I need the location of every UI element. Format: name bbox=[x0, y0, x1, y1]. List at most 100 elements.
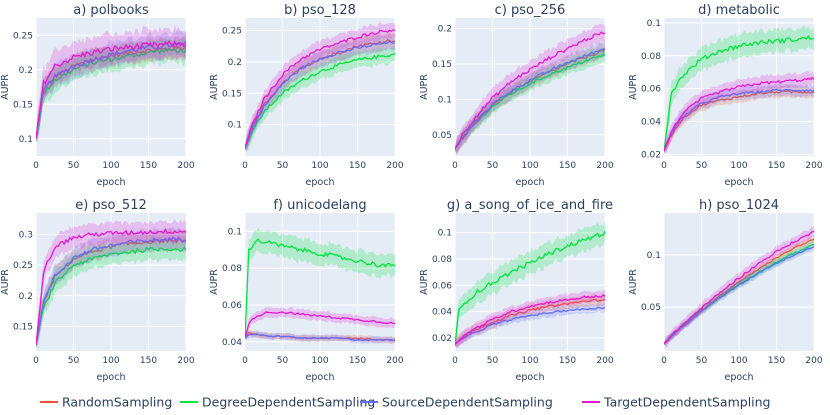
x-tick-label: 50 bbox=[277, 356, 289, 366]
band-randomsampling bbox=[455, 41, 605, 154]
y-tick-label: 0.15 bbox=[222, 89, 242, 99]
subplot-title: g) a_song_of_ice_and_fire bbox=[447, 198, 613, 213]
series-group bbox=[245, 227, 395, 344]
subplot-title: c) pso_256 bbox=[495, 3, 566, 18]
band-sourcedependentsampling bbox=[664, 243, 814, 346]
band-degreedependentsampling bbox=[455, 47, 605, 155]
line-degreedependentsampling bbox=[455, 230, 605, 345]
x-tick-label: 150 bbox=[349, 161, 366, 171]
line-sourcedependentsampling bbox=[36, 236, 186, 346]
band-sourcedependentsampling bbox=[455, 41, 605, 152]
x-tick-label: 50 bbox=[696, 161, 708, 171]
line-sourcedependentsampling bbox=[664, 88, 814, 152]
subplot-a-polbooks: 0 50 100 150 200 0.1 0.15 0.2 0.25 a) polbooks epo… bbox=[0, 3, 195, 188]
y-tick-label: 0.2 bbox=[438, 25, 452, 35]
series-group bbox=[245, 21, 395, 152]
subplot-title: h) pso_1024 bbox=[699, 198, 779, 213]
x-tick-label: 200 bbox=[386, 356, 403, 366]
x-tick-label: 200 bbox=[386, 161, 403, 171]
y-tick-label: 0.3 bbox=[19, 230, 33, 240]
y-tick-label: 0.1 bbox=[438, 95, 452, 105]
x-tick-label: 150 bbox=[768, 356, 785, 366]
x-tick-label: 200 bbox=[805, 161, 822, 171]
band-targetdependentsampling bbox=[245, 306, 395, 340]
line-degreedependentsampling bbox=[36, 47, 186, 139]
x-tick-label: 100 bbox=[730, 356, 747, 366]
y-tick-label: 0.04 bbox=[432, 308, 452, 318]
legend-item-targetdependentsampling: TargetDependentSampling bbox=[582, 395, 771, 410]
line-randomsampling bbox=[664, 90, 814, 152]
y-tick-label: 0.25 bbox=[13, 31, 33, 41]
line-targetdependentsampling bbox=[36, 40, 186, 139]
x-tick-label: 200 bbox=[177, 356, 194, 366]
legend-label: TargetDependentSampling bbox=[603, 395, 771, 410]
y-tick-label: 0.2 bbox=[19, 292, 33, 302]
y-axis-label: AUPR bbox=[628, 269, 639, 295]
x-tick-label: 50 bbox=[696, 356, 708, 366]
legend-label: RandomSampling bbox=[62, 395, 172, 410]
subplot-b-pso-128: 0 50 100 150 200 0.1 0.15 0.2 0.25 b) pso_128epoc… bbox=[209, 3, 404, 188]
band-sourcedependentsampling bbox=[664, 83, 814, 154]
y-tick-label: 0.06 bbox=[641, 85, 661, 95]
series-group bbox=[664, 25, 814, 154]
x-axis-label: epoch bbox=[516, 177, 545, 188]
x-tick-label: 0 bbox=[33, 161, 39, 171]
x-axis-label: epoch bbox=[97, 372, 126, 383]
y-axis-label: AUPR bbox=[209, 74, 220, 100]
y-axis-label: AUPR bbox=[0, 74, 11, 100]
subplot-title: a) polbooks bbox=[73, 3, 149, 18]
line-degreedependentsampling bbox=[36, 246, 186, 346]
subplot-title: d) metabolic bbox=[698, 3, 780, 18]
y-tick-label: 0.02 bbox=[641, 150, 661, 160]
legend-item-sourcedependentsampling: SourceDependentSampling bbox=[360, 395, 553, 410]
x-tick-label: 150 bbox=[349, 356, 366, 366]
line-sourcedependentsampling bbox=[245, 333, 395, 342]
x-axis-label: epoch bbox=[516, 372, 545, 383]
band-randomsampling bbox=[664, 84, 814, 154]
line-sourcedependentsampling bbox=[664, 246, 814, 345]
series-group bbox=[455, 23, 605, 156]
line-sourcedependentsampling bbox=[36, 40, 186, 139]
x-tick-label: 100 bbox=[311, 356, 328, 366]
subplot-g-a-song-of-ice-and-fire: 0 50 100 150 200 0.02 0.04 0.06 0.08 0.1 g) a_song… bbox=[419, 198, 614, 383]
band-sourcedependentsampling bbox=[455, 302, 605, 347]
subplot-d-metabolic: 0 50 100 150 200 0.02 0.04 0.06 0.08 0.1 d) metabo… bbox=[628, 3, 823, 188]
subplot-c-pso-256: 0 50 100 150 200 0.05 0.1 0.15 0.2 c) pso_256epoc… bbox=[419, 3, 614, 188]
x-axis-label: epoch bbox=[97, 177, 126, 188]
y-axis-label: AUPR bbox=[209, 269, 220, 295]
y-tick-label: 0.25 bbox=[222, 27, 242, 37]
series-group bbox=[455, 221, 605, 349]
y-tick-label: 0.1 bbox=[647, 19, 661, 29]
y-tick-label: 0.08 bbox=[641, 52, 661, 62]
y-tick-label: 0.1 bbox=[438, 229, 452, 239]
x-tick-label: 200 bbox=[596, 356, 613, 366]
y-tick-label: 0.2 bbox=[228, 58, 242, 68]
band-sourcedependentsampling bbox=[36, 30, 186, 142]
x-tick-label: 50 bbox=[487, 161, 499, 171]
band-randomsampling bbox=[455, 292, 605, 349]
y-tick-label: 0.15 bbox=[432, 60, 452, 70]
line-targetdependentsampling bbox=[36, 228, 186, 345]
x-tick-label: 50 bbox=[68, 356, 80, 366]
line-sourcedependentsampling bbox=[245, 40, 395, 149]
x-tick-label: 150 bbox=[559, 356, 576, 366]
x-axis-label: epoch bbox=[725, 372, 754, 383]
legend-label: SourceDependentSampling bbox=[382, 395, 553, 410]
band-degreedependentsampling bbox=[455, 221, 605, 348]
line-sourcedependentsampling bbox=[455, 306, 605, 345]
x-tick-label: 0 bbox=[661, 356, 667, 366]
x-tick-label: 0 bbox=[452, 356, 458, 366]
band-randomsampling bbox=[36, 36, 186, 142]
x-tick-label: 0 bbox=[661, 161, 667, 171]
x-tick-label: 200 bbox=[177, 161, 194, 171]
y-tick-label: 0.1 bbox=[228, 121, 242, 131]
x-axis-label: epoch bbox=[306, 372, 335, 383]
x-tick-label: 0 bbox=[242, 161, 248, 171]
x-tick-label: 50 bbox=[277, 161, 289, 171]
line-sourcedependentsampling bbox=[455, 48, 605, 150]
x-tick-label: 150 bbox=[140, 356, 157, 366]
line-targetdependentsampling bbox=[455, 31, 605, 150]
y-axis-label: AUPR bbox=[419, 269, 430, 295]
